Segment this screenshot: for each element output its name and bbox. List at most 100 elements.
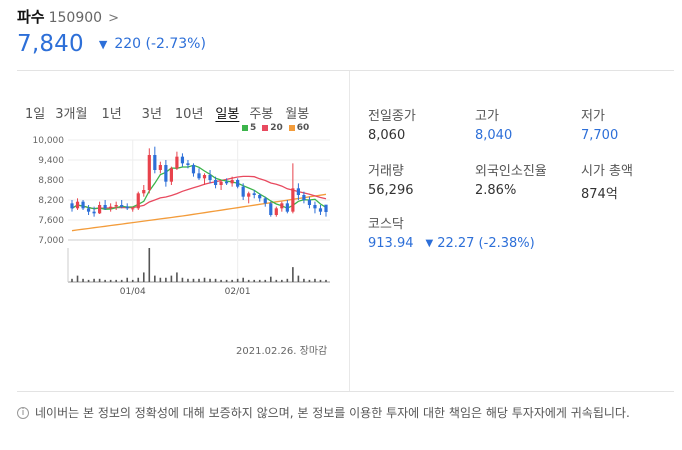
tab-weekly[interactable]: 주봉	[249, 107, 274, 122]
stat-high: 고가 8,040	[475, 105, 512, 143]
y-tick-label: 8,200	[38, 196, 64, 206]
volume-bar	[275, 279, 278, 282]
candle-body	[274, 208, 278, 215]
ma5-line	[71, 164, 327, 210]
y-tick-label: 10,000	[33, 136, 65, 146]
volume-bar	[325, 279, 327, 282]
volume-bar	[104, 279, 106, 282]
price-chart[interactable]: 10,000 9,400 8,800 8,200 7,600 7,000 01/04 02/0…	[0, 130, 345, 300]
volume-bar	[148, 248, 151, 282]
stock-title-row[interactable]: 파수 150900 >	[17, 6, 206, 27]
legend-ma60-label: 60	[296, 123, 310, 133]
volume-bar	[126, 277, 129, 282]
volume-bar	[87, 279, 90, 282]
tab-3year[interactable]: 3년	[141, 107, 162, 122]
volume-bar	[220, 279, 222, 282]
stat-prev-close: 전일종가 8,060	[368, 105, 416, 143]
volume-bar	[176, 272, 178, 282]
volume-bar	[236, 278, 239, 282]
stock-name[interactable]: 파수	[17, 8, 45, 26]
stat-value: 8,060	[368, 128, 406, 143]
volume-bar	[242, 277, 244, 282]
y-tick-label: 7,000	[38, 236, 64, 246]
volume-bar	[225, 279, 228, 282]
candle-body	[153, 155, 157, 170]
volume-bar	[319, 279, 322, 282]
volume-bar	[292, 267, 294, 282]
candle-body	[186, 163, 190, 165]
volume-bar	[303, 278, 305, 282]
tab-monthly[interactable]: 월봉	[285, 107, 310, 122]
candle-body	[103, 205, 107, 209]
info-icon: i	[17, 407, 29, 419]
legend-ma60-swatch	[288, 125, 295, 131]
volume-bar	[192, 278, 195, 282]
stat-label: 외국인소진율	[475, 164, 547, 179]
period-tabs: 1일 3개월 1년 3년 10년 일봉 주봉 월봉	[25, 103, 309, 122]
disclaimer: i 네이버는 본 정보의 정확성에 대해 보증하지 않으며, 본 정보를 이용한…	[17, 405, 677, 422]
volume-bar	[281, 279, 283, 282]
volume-bar	[142, 272, 145, 282]
top-divider	[17, 70, 674, 71]
candle-body	[164, 165, 168, 182]
stat-value: 7,700	[581, 128, 619, 143]
kosdaq-index[interactable]: 코스닥 913.94 ▼ 22.27 (-2.38%)	[368, 213, 535, 251]
tab-daily[interactable]: 일봉	[215, 107, 240, 122]
stock-code[interactable]: 150900	[48, 10, 103, 26]
candle-body	[109, 206, 113, 209]
candle-body	[202, 175, 207, 179]
candle-body	[307, 200, 312, 205]
volume-bar	[71, 278, 73, 282]
candle-body	[120, 205, 124, 207]
tab-3month[interactable]: 3개월	[55, 107, 88, 122]
volume-bar	[247, 279, 250, 282]
stat-label: 고가	[475, 109, 499, 124]
candle-body	[236, 180, 240, 187]
tab-1day[interactable]: 1일	[25, 107, 46, 122]
volume-bar	[286, 278, 289, 282]
candle-body	[175, 156, 179, 169]
volume-bar	[314, 278, 316, 282]
volume-bar	[269, 276, 272, 282]
volume-bar	[120, 279, 123, 282]
chevron-right-icon[interactable]: >	[108, 11, 119, 26]
candle-body	[219, 181, 223, 185]
candle-body	[302, 195, 306, 200]
candle-body	[169, 168, 173, 182]
volume-bar	[214, 278, 217, 282]
tab-10year[interactable]: 10년	[174, 107, 204, 122]
disclaimer-text: 네이버는 본 정보의 정확성에 대해 보증하지 않으며, 본 정보를 이용한 투…	[35, 406, 630, 420]
candle-body	[114, 205, 118, 207]
y-tick-label: 8,800	[38, 176, 64, 186]
candle-body	[197, 173, 201, 179]
candle-body	[324, 204, 328, 212]
volume-bar	[109, 279, 112, 282]
candle-body	[158, 165, 162, 170]
candle-body	[213, 180, 218, 185]
volume-bar	[82, 278, 84, 282]
down-arrow-icon: ▼	[425, 238, 434, 249]
candle-body	[258, 195, 262, 199]
candle-body	[230, 180, 234, 184]
stat-volume: 거래량 56,296	[368, 160, 414, 198]
volume-bar	[187, 278, 189, 282]
candle-body	[75, 201, 80, 209]
stat-label: 전일종가	[368, 109, 416, 124]
legend-ma5: 5	[242, 123, 256, 133]
candle-body	[136, 193, 140, 209]
volume-bar	[253, 279, 256, 282]
candle-body	[263, 198, 267, 204]
candle-body	[296, 188, 300, 195]
candle-body	[142, 190, 146, 194]
candle-body	[269, 203, 273, 215]
candle-body	[147, 155, 151, 190]
volume-bar	[198, 278, 200, 282]
kosdaq-value: 913.94	[368, 236, 414, 251]
kosdaq-values: 913.94 ▼ 22.27 (-2.38%)	[368, 236, 535, 251]
candle-body	[92, 211, 96, 214]
candle-body	[225, 181, 229, 184]
candle-body	[208, 175, 212, 180]
legend-ma5-label: 5	[250, 123, 257, 133]
ma60-line	[71, 193, 327, 232]
tab-1year[interactable]: 1년	[101, 107, 122, 122]
